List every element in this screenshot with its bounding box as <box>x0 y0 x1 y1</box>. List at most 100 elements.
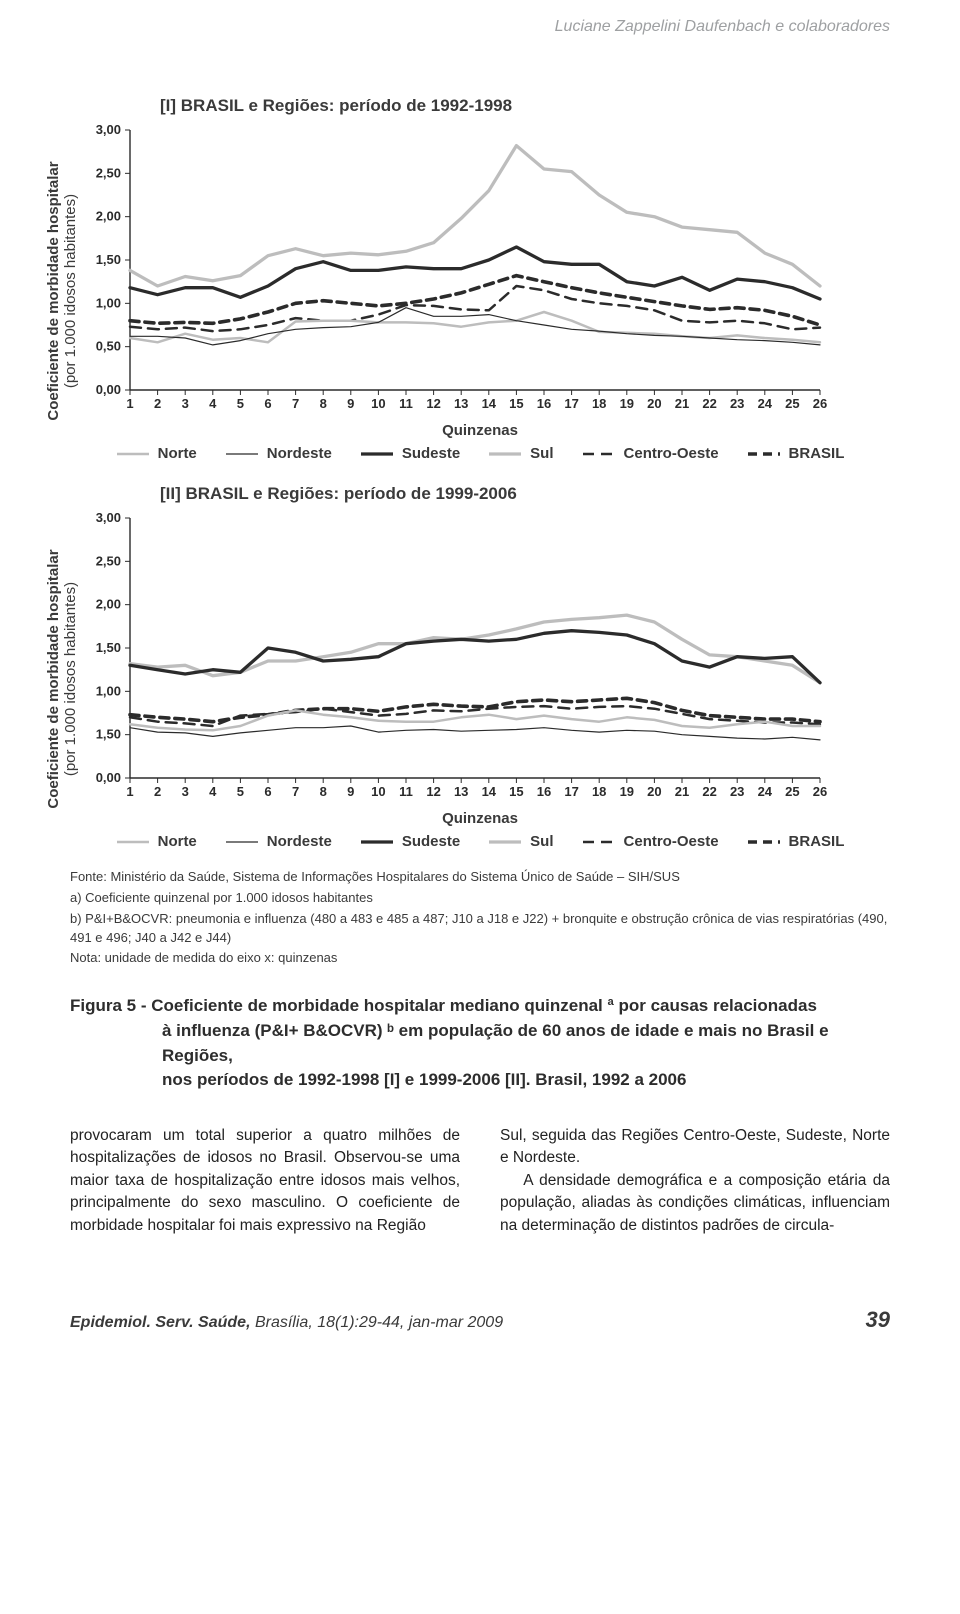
svg-text:9: 9 <box>347 396 354 411</box>
chart1-legend: Norte Nordeste Sudeste Sul Centro-Oeste BRASI… <box>70 445 890 462</box>
svg-text:10: 10 <box>371 784 385 799</box>
svg-text:8: 8 <box>320 784 327 799</box>
body-right-p2: A densidade demográfica e a composição e… <box>500 1170 890 1237</box>
page-footer: Epidemiol. Serv. Saúde, Brasília, 18(1):… <box>70 1307 890 1333</box>
body-col-right: Sul, seguida das Regiões Centro-Oeste, S… <box>500 1125 890 1237</box>
footer-journal: Epidemiol. Serv. Saúde, Brasília, 18(1):… <box>70 1314 503 1332</box>
chart2-svg: 0,001,501,001,502,002,503,00123456789101… <box>70 508 830 808</box>
svg-text:15: 15 <box>509 784 523 799</box>
body-left-p: provocaram um total superior a quatro mi… <box>70 1125 460 1237</box>
svg-text:20: 20 <box>647 784 661 799</box>
figcap-l3: nos períodos de 1992-1998 [I] e 1999-200… <box>70 1068 890 1093</box>
chart1-y-label: Coeficiente de morbidade hospitalar (por… <box>45 161 80 420</box>
svg-text:14: 14 <box>482 784 497 799</box>
legend-item-sul: Sul <box>488 833 553 850</box>
legend-item-norte: Norte <box>116 833 197 850</box>
legend-label: Centro-Oeste <box>624 833 719 850</box>
svg-text:21: 21 <box>675 784 689 799</box>
svg-text:2,00: 2,00 <box>96 597 121 612</box>
y-label-sub: (por 1.000 idosos habitantes) <box>62 161 79 420</box>
svg-text:20: 20 <box>647 396 661 411</box>
svg-text:16: 16 <box>537 396 551 411</box>
svg-text:10: 10 <box>371 396 385 411</box>
legend-label: Nordeste <box>267 833 332 850</box>
legend-label: Centro-Oeste <box>624 445 719 462</box>
svg-text:3: 3 <box>182 396 189 411</box>
figure-source: Fonte: Ministério da Saúde, Sistema de I… <box>70 868 890 968</box>
figure-caption: Figura 5 - Coeficiente de morbidade hosp… <box>70 994 890 1093</box>
figcap-l2: à influenza (P&I+ B&OCVR) ᵇ em população… <box>70 1019 890 1068</box>
svg-text:14: 14 <box>482 396 497 411</box>
svg-text:25: 25 <box>785 784 799 799</box>
chart2-wrap: Coeficiente de morbidade hospitalar (por… <box>70 508 890 850</box>
svg-text:11: 11 <box>399 784 413 799</box>
svg-text:3,00: 3,00 <box>96 122 121 137</box>
legend-label: Sudeste <box>402 445 460 462</box>
svg-text:18: 18 <box>592 784 606 799</box>
svg-text:5: 5 <box>237 396 244 411</box>
svg-text:16: 16 <box>537 784 551 799</box>
chart1-title: [I] BRASIL e Regiões: período de 1992-19… <box>160 96 960 116</box>
svg-text:18: 18 <box>592 396 606 411</box>
svg-text:1,00: 1,00 <box>96 683 121 698</box>
svg-text:22: 22 <box>702 396 716 411</box>
svg-text:6: 6 <box>264 396 271 411</box>
svg-text:1,50: 1,50 <box>96 640 121 655</box>
legend-item-nordeste: Nordeste <box>225 833 332 850</box>
footer-page-number: 39 <box>866 1307 890 1333</box>
footer-journal-bold: Epidemiol. Serv. Saúde, <box>70 1314 251 1331</box>
svg-text:4: 4 <box>209 396 217 411</box>
svg-text:2: 2 <box>154 396 161 411</box>
running-head: Luciane Zappelini Daufenbach e colaborad… <box>0 0 960 96</box>
legend-item-norte: Norte <box>116 445 197 462</box>
svg-text:8: 8 <box>320 396 327 411</box>
svg-text:5: 5 <box>237 784 244 799</box>
y-label-main: Coeficiente de morbidade hospitalar <box>45 549 62 808</box>
legend-label: BRASIL <box>789 833 845 850</box>
svg-text:3,00: 3,00 <box>96 510 121 525</box>
svg-text:0,00: 0,00 <box>96 770 121 785</box>
svg-text:17: 17 <box>564 396 578 411</box>
svg-text:25: 25 <box>785 396 799 411</box>
svg-text:12: 12 <box>426 784 440 799</box>
legend-label: Sul <box>530 445 553 462</box>
svg-text:19: 19 <box>620 784 634 799</box>
svg-text:11: 11 <box>399 396 413 411</box>
chart2-legend: Norte Nordeste Sudeste Sul Centro-Oeste BRASI… <box>70 833 890 850</box>
svg-text:15: 15 <box>509 396 523 411</box>
y-label-main: Coeficiente de morbidade hospitalar <box>45 161 62 420</box>
chart2-title: [II] BRASIL e Regiões: período de 1999-2… <box>160 484 960 504</box>
svg-text:2,50: 2,50 <box>96 553 121 568</box>
legend-item-nordeste: Nordeste <box>225 445 332 462</box>
legend-label: Sul <box>530 833 553 850</box>
legend-label: BRASIL <box>789 445 845 462</box>
svg-text:23: 23 <box>730 784 744 799</box>
svg-text:1,50: 1,50 <box>96 727 121 742</box>
svg-text:9: 9 <box>347 784 354 799</box>
svg-text:0,00: 0,00 <box>96 382 121 397</box>
svg-text:7: 7 <box>292 396 299 411</box>
svg-text:6: 6 <box>264 784 271 799</box>
svg-text:13: 13 <box>454 784 468 799</box>
svg-text:17: 17 <box>564 784 578 799</box>
legend-item-brasil: BRASIL <box>747 445 845 462</box>
svg-text:3: 3 <box>182 784 189 799</box>
svg-text:24: 24 <box>758 396 773 411</box>
svg-text:0,50: 0,50 <box>96 339 121 354</box>
body-col-left: provocaram um total superior a quatro mi… <box>70 1125 460 1237</box>
legend-item-sudeste: Sudeste <box>360 833 460 850</box>
source-line: Fonte: Ministério da Saúde, Sistema de I… <box>70 868 890 887</box>
svg-text:22: 22 <box>702 784 716 799</box>
svg-text:1,50: 1,50 <box>96 252 121 267</box>
svg-text:26: 26 <box>813 784 827 799</box>
legend-item-brasil: BRASIL <box>747 833 845 850</box>
source-line: Nota: unidade de medida do eixo x: quinz… <box>70 949 890 968</box>
chart1-wrap: Coeficiente de morbidade hospitalar (por… <box>70 120 890 462</box>
legend-label: Norte <box>158 445 197 462</box>
legend-item-sudeste: Sudeste <box>360 445 460 462</box>
svg-text:1,00: 1,00 <box>96 295 121 310</box>
svg-text:23: 23 <box>730 396 744 411</box>
svg-text:2,00: 2,00 <box>96 209 121 224</box>
svg-text:21: 21 <box>675 396 689 411</box>
legend-label: Sudeste <box>402 833 460 850</box>
